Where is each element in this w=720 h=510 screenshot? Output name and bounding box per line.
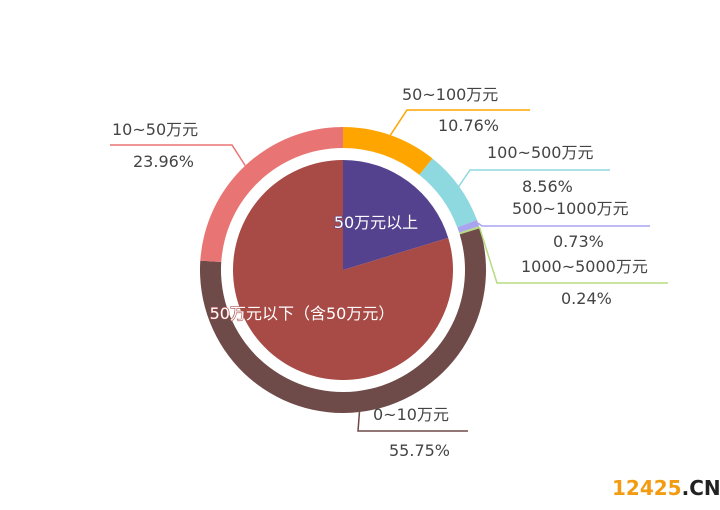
outer-slice-500-1000 <box>457 220 480 233</box>
leader-line-100-500 <box>458 169 610 187</box>
inner-slice-2 <box>232 160 453 380</box>
outer-ring <box>200 127 487 413</box>
inner-pie <box>232 160 453 380</box>
leader-line-10-50 <box>110 144 246 167</box>
watermark-number: 12425 <box>612 476 682 500</box>
label-1000-5000: 1000~5000万元 <box>521 257 648 276</box>
label-10-50: 10~50万元 <box>112 120 198 139</box>
value-50-100: 10.76% <box>438 116 499 135</box>
outer-slice-10-50 <box>200 127 343 263</box>
outer-slice-1000-5000 <box>459 226 480 235</box>
inner-label-above-50: 50万元以上 <box>334 213 418 232</box>
outer-slice-100-500 <box>419 158 477 228</box>
label-50-100: 50~100万元 <box>402 85 498 104</box>
value-100-500: 8.56% <box>522 177 573 196</box>
label-100-500: 100~500万元 <box>487 143 594 162</box>
leader-line-1000-5000 <box>478 227 668 284</box>
value-500-1000: 0.73% <box>553 232 604 251</box>
label-0-10: 0~10万元 <box>373 405 449 424</box>
leader-line-50-100 <box>389 109 530 136</box>
outer-slice-50-100 <box>343 127 433 175</box>
leader-lines <box>110 109 668 432</box>
value-1000-5000: 0.24% <box>561 289 612 308</box>
leader-line-0-10 <box>357 411 468 432</box>
watermark: 12425.CN <box>612 476 720 500</box>
watermark-domain: .CN <box>682 476 720 500</box>
inner-label-below-50: 50万元以下（含50万元） <box>210 304 395 323</box>
leader-line-500-1000 <box>477 222 650 227</box>
inner-slice-1 <box>343 160 449 270</box>
value-0-10: 55.75% <box>389 441 450 460</box>
label-500-1000: 500~1000万元 <box>512 199 629 218</box>
value-10-50: 23.96% <box>133 152 194 171</box>
